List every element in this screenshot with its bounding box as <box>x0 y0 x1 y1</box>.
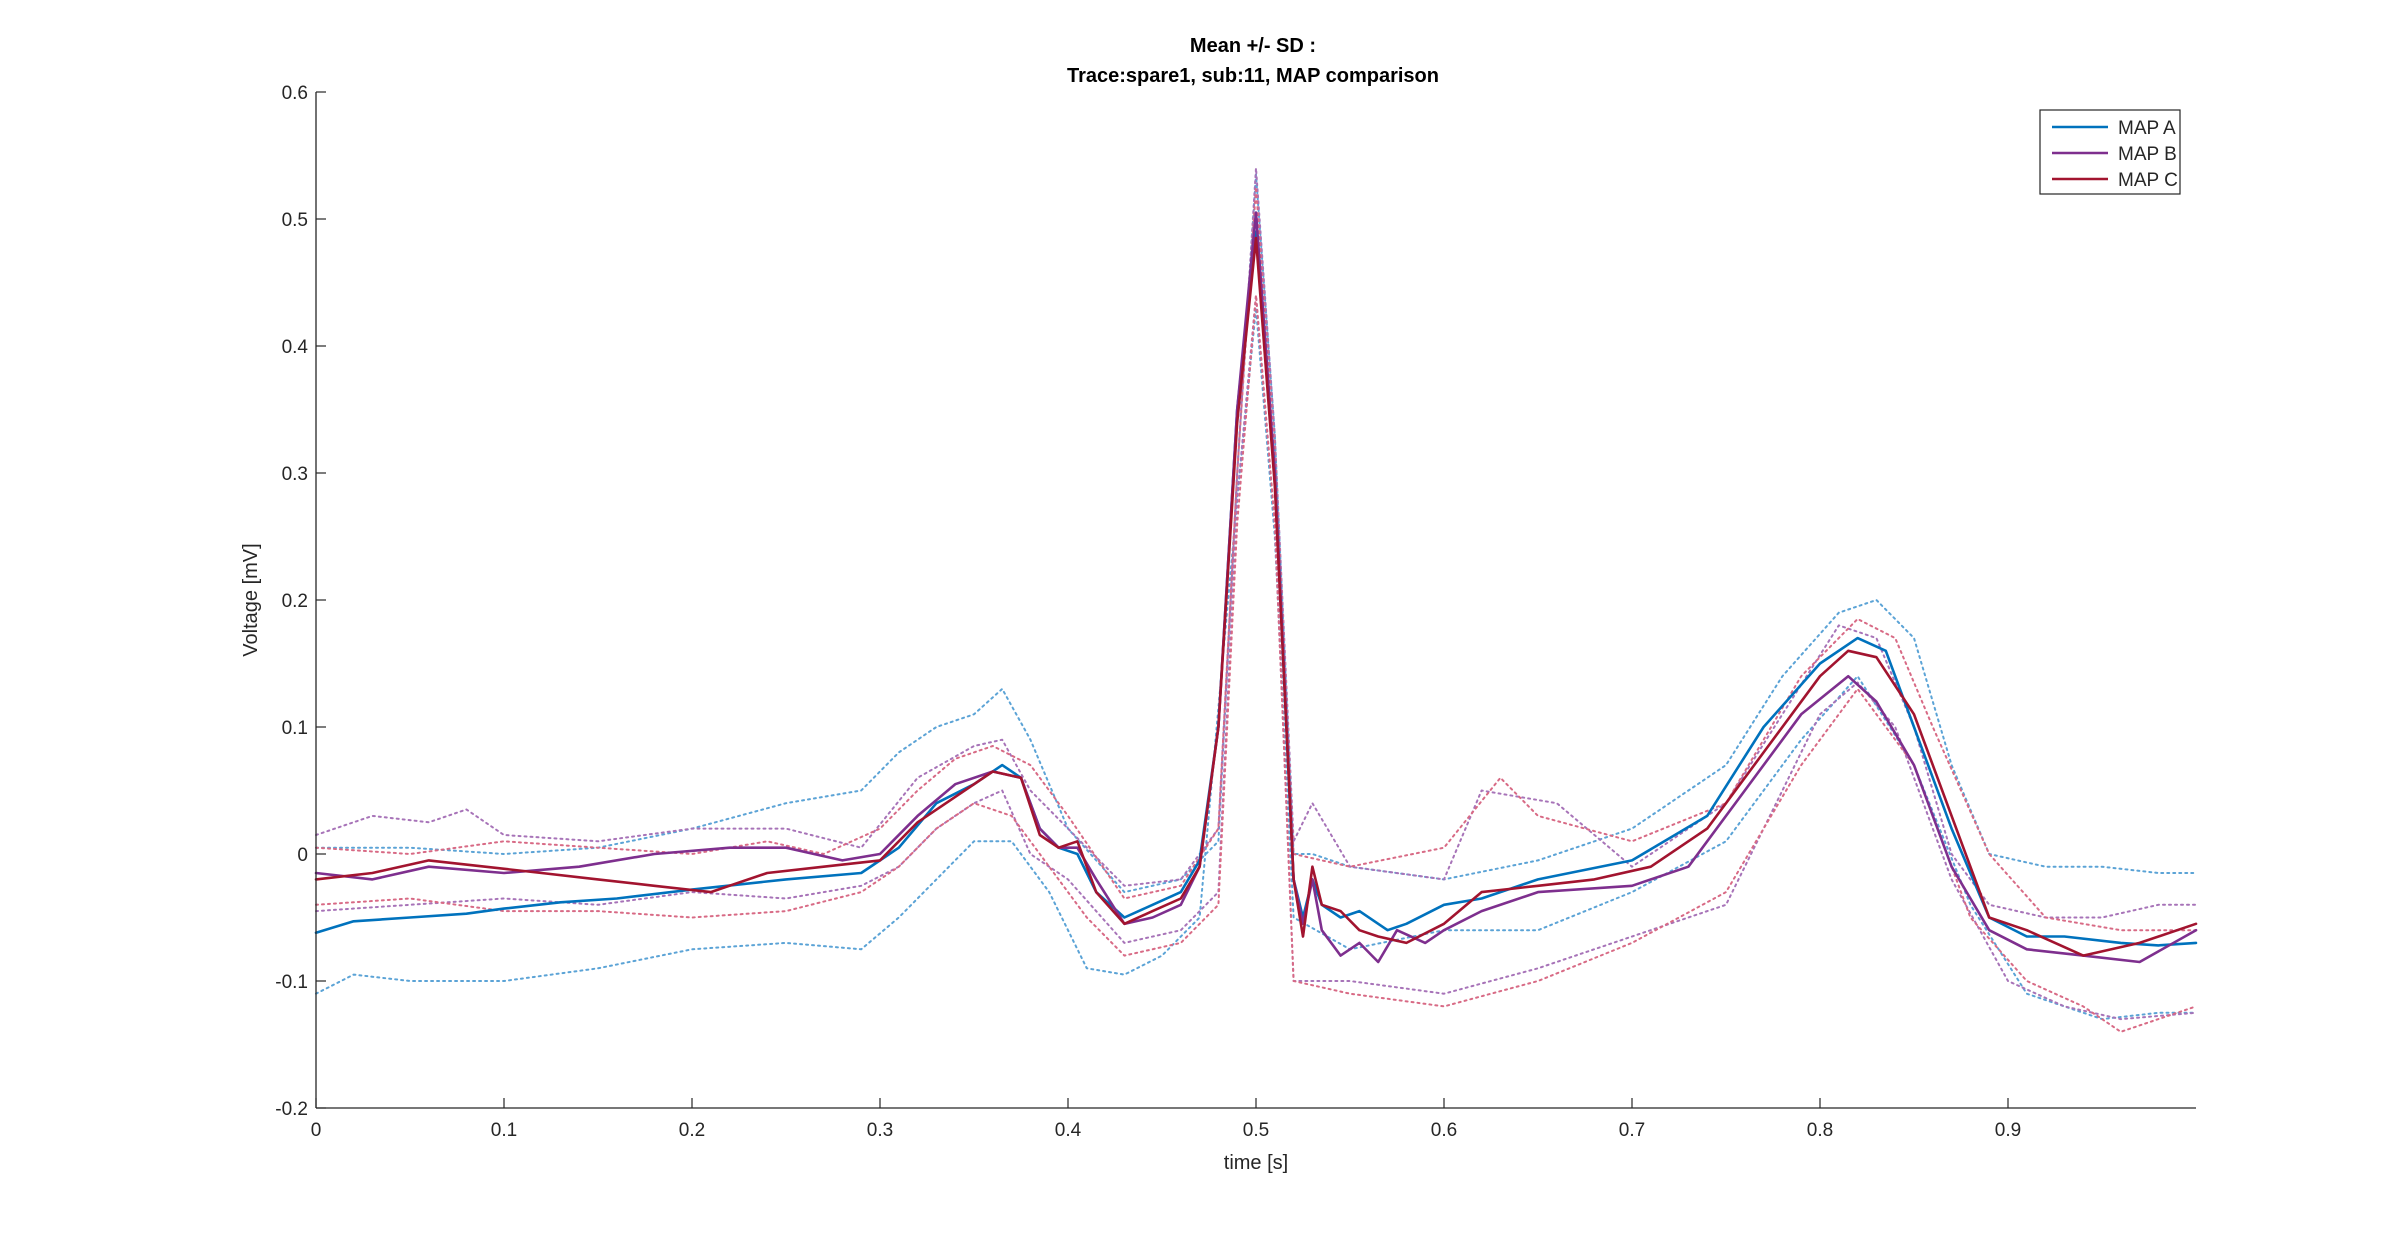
mean-lines <box>314 211 2198 964</box>
chart-title-line-1: Mean +/- SD : <box>1190 35 1316 57</box>
chart-title: Mean +/- SD : Trace:spare1, sub:11, MAP … <box>1067 35 1439 87</box>
series-line-map-c-sd <box>315 186 2197 932</box>
sd-band-lines <box>315 167 2197 1033</box>
y-tick-label: 0 <box>297 845 308 866</box>
series-line-map-a-sd <box>315 306 2197 1021</box>
x-tick-label: 0.4 <box>1055 1120 1082 1141</box>
series-line-map-b-sd <box>315 294 2197 1021</box>
y-tick-label: 0.2 <box>282 591 308 612</box>
y-tick-label: 0.5 <box>282 210 308 231</box>
series-line-map-c-sd <box>315 294 2197 1033</box>
series-line-map-b <box>314 211 2198 964</box>
legend-label-map-a: MAP A <box>2118 118 2176 139</box>
y-ticks: -0.2 -0.1 0 0.1 0.2 0.3 0.4 0.5 0.6 <box>275 83 326 1120</box>
x-ticks: 0 0.1 0.2 0.3 0.4 0.5 0.6 0.7 0.8 0.9 <box>311 1098 2021 1141</box>
legend: MAP A MAP B MAP C <box>2039 109 2181 195</box>
series-line-map-b-sd <box>315 167 2197 919</box>
y-tick-label: -0.2 <box>275 1099 308 1120</box>
y-axis-label: Voltage [mV] <box>240 543 262 656</box>
x-tick-label: 0.5 <box>1243 1120 1269 1141</box>
y-tick-label: -0.1 <box>275 972 308 993</box>
legend-label-map-c: MAP C <box>2118 170 2178 191</box>
x-tick-label: 0 <box>311 1120 322 1141</box>
legend-label-map-b: MAP B <box>2118 144 2177 165</box>
y-tick-label: 0.1 <box>282 718 308 739</box>
x-tick-label: 0.3 <box>867 1120 893 1141</box>
y-tick-label: 0.4 <box>282 337 309 358</box>
chart-title-line-2: Trace:spare1, sub:11, MAP comparison <box>1067 65 1439 87</box>
y-tick-label: 0.3 <box>282 464 308 485</box>
x-tick-label: 0.6 <box>1431 1120 1457 1141</box>
x-tick-label: 0.1 <box>491 1120 517 1141</box>
series-line-map-a-sd <box>315 173 2197 894</box>
x-tick-label: 0.2 <box>679 1120 705 1141</box>
series-line-map-c <box>314 236 2198 957</box>
x-tick-label: 0.8 <box>1807 1120 1833 1141</box>
x-tick-label: 0.9 <box>1995 1120 2021 1141</box>
axes: 0 0.1 0.2 0.3 0.4 0.5 0.6 0.7 0.8 0.9 -0.2 -0.1 0 0.… <box>275 83 2196 1141</box>
x-axis-label: time [s] <box>1224 1152 1288 1174</box>
x-tick-label: 0.7 <box>1619 1120 1645 1141</box>
y-tick-label: 0.6 <box>282 83 308 104</box>
series-line-map-a <box>314 230 2198 947</box>
